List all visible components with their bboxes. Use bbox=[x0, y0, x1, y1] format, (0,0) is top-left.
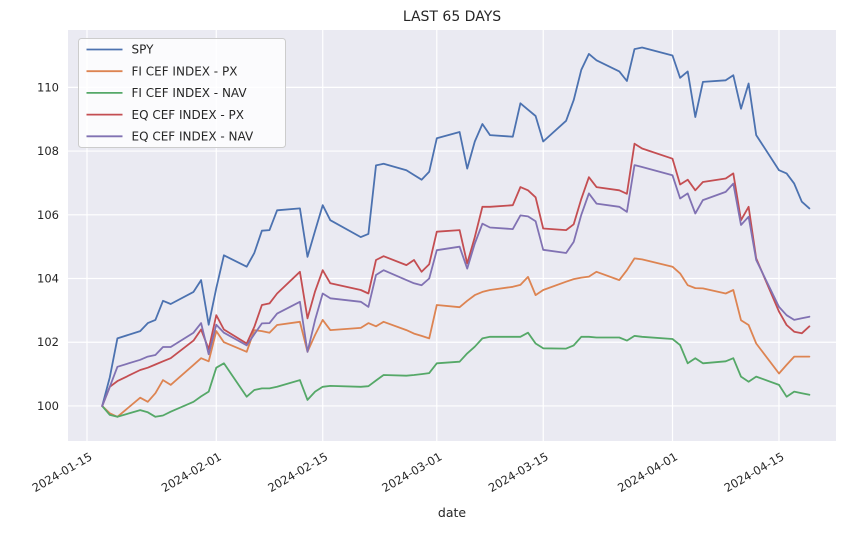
x-tick-label: 2024-03-15 bbox=[486, 449, 551, 495]
chart-title: LAST 65 DAYS bbox=[403, 9, 501, 25]
legend-label-eq-cef-index-nav: EQ CEF INDEX - NAV bbox=[132, 130, 254, 144]
x-tick-label: 2024-03-01 bbox=[379, 449, 444, 495]
x-tick-label: 2024-01-15 bbox=[30, 449, 95, 495]
legend-label-fi-cef-index-nav: FI CEF INDEX - NAV bbox=[132, 86, 248, 100]
series-lines bbox=[101, 46, 811, 418]
series-line-eq-cef-index-px bbox=[101, 142, 811, 407]
series-line-fi-cef-index-nav bbox=[101, 331, 811, 418]
legend: SPY FI CEF INDEX - PX FI CEF INDEX - NAV EQ… bbox=[78, 38, 286, 148]
legend-label-eq-cef-index-px: EQ CEF INDEX - PX bbox=[132, 108, 245, 122]
y-axis-tick-labels: 100 102 104 106 108 110 bbox=[37, 80, 59, 413]
y-tick-label: 106 bbox=[37, 208, 59, 222]
x-tick-label: 2024-04-15 bbox=[722, 449, 787, 495]
y-tick-label: 102 bbox=[37, 335, 59, 349]
y-tick-label: 110 bbox=[37, 80, 59, 94]
x-axis-tick-labels: 2024-01-15 2024-02-01 2024-02-15 2024-03-01… bbox=[30, 449, 787, 495]
series-line-fi-cef-index-px bbox=[101, 257, 811, 418]
y-tick-label: 100 bbox=[37, 399, 59, 413]
series-line-eq-cef-index-nav bbox=[101, 164, 811, 407]
series-line-spy bbox=[101, 46, 811, 407]
legend-label-spy: SPY bbox=[132, 43, 155, 57]
y-tick-label: 108 bbox=[37, 144, 59, 158]
legend-box bbox=[78, 38, 286, 148]
y-tick-label: 104 bbox=[37, 272, 59, 286]
x-tick-label: 2024-04-01 bbox=[615, 449, 680, 495]
legend-label-fi-cef-index-px: FI CEF INDEX - PX bbox=[132, 64, 238, 78]
x-tick-label: 2024-02-15 bbox=[265, 449, 330, 495]
x-tick-label: 2024-02-01 bbox=[159, 449, 224, 495]
x-axis-label: date bbox=[438, 505, 466, 520]
